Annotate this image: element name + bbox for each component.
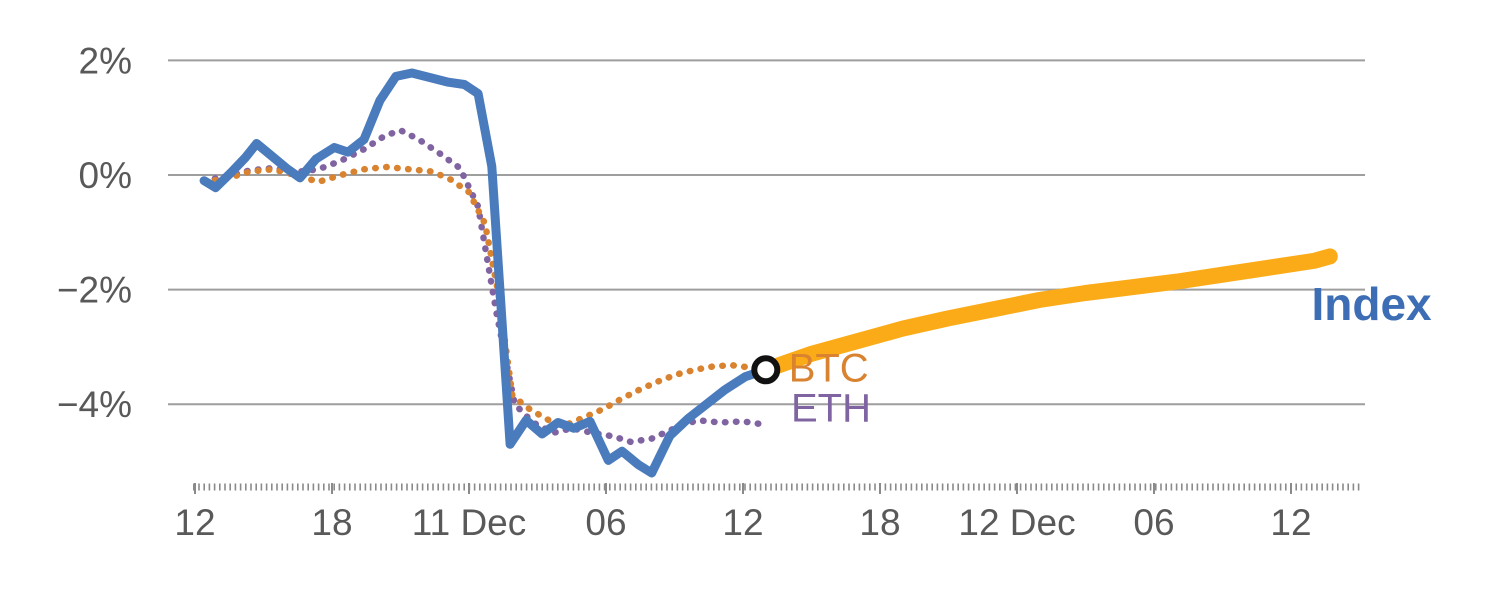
x-axis-tick-label: 06 (585, 502, 626, 543)
y-axis-tick-label: 2% (79, 40, 132, 81)
y-axis-tick-label: −2% (57, 270, 132, 311)
x-axis-tick-label: 12 Dec (958, 502, 1075, 543)
series-label-btc: BTC (789, 347, 869, 391)
series-btc-line (200, 163, 770, 428)
x-axis-tick-label: 06 (1133, 502, 1174, 543)
series-label-index: Index (1312, 278, 1433, 330)
x-axis-tick-label: 12 (1270, 502, 1311, 543)
y-axis-tick-label: 0% (79, 155, 132, 196)
series-projection-line (757, 248, 1338, 378)
x-axis-tick-label: 12 (174, 502, 215, 543)
y-axis-tick-label: −4% (57, 384, 132, 425)
series-eth-line (200, 127, 770, 446)
current-point-marker (751, 355, 781, 385)
series-label-eth: ETH (791, 387, 871, 431)
x-axis-tick-label: 12 (722, 502, 763, 543)
x-axis-tick-label: 18 (859, 502, 900, 543)
series-index-line (199, 68, 771, 478)
x-axis-tick-label: 11 Dec (412, 502, 527, 543)
x-axis-tick-label: 18 (311, 502, 352, 543)
